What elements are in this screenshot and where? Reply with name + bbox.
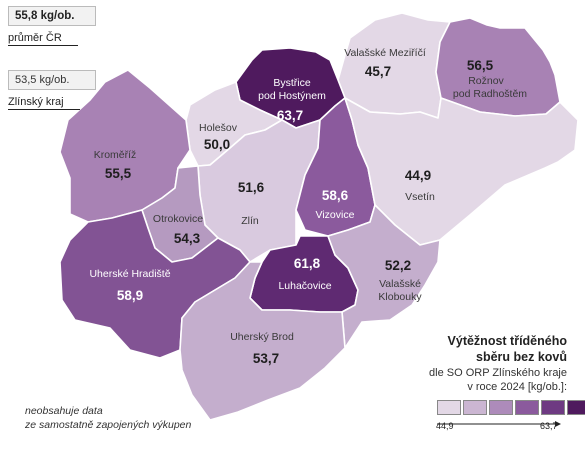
value-roznov: 56,5	[467, 58, 494, 73]
scale-swatch-5	[541, 400, 565, 415]
value-uherske-hradiste: 58,9	[117, 288, 143, 303]
data-note: neobsahuje data ze samostatně zapojených…	[25, 404, 191, 432]
map-title: Výtěžnost tříděného sběru bez kovů	[448, 333, 567, 365]
value-luhacovice: 61,8	[294, 256, 321, 271]
value-uhersky-brod: 53,7	[253, 351, 279, 366]
value-valasske-mezirici: 45,7	[365, 64, 391, 79]
legend-cr-average: 55,8 kg/ob. průměr ČR	[8, 6, 96, 46]
scale-swatch-2	[463, 400, 487, 415]
cr-average-label: průměr ČR	[8, 32, 78, 46]
region-roznov[interactable]	[435, 17, 561, 117]
label-roznov-2: pod Radhoštěm	[453, 88, 527, 100]
map-title-line-2: sběru bez kovů	[476, 350, 567, 364]
note-line-2: ze samostatně zapojených výkupen	[25, 419, 192, 431]
note-line-1: neobsahuje data	[25, 405, 103, 417]
map-subtitle: dle SO ORP Zlínského kraje v roce 2024 […	[429, 366, 567, 394]
legend-kraj-average: 53,5 kg/ob. Zlínský kraj	[8, 70, 96, 110]
label-roznov-1: Rožnov	[468, 75, 504, 87]
label-bystrice-2: pod Hostýnem	[258, 90, 326, 102]
scale-swatch-3	[489, 400, 513, 415]
value-bystrice: 63,7	[277, 108, 303, 123]
scale-min-label: 44,9	[436, 421, 454, 431]
label-vizovice: Vizovice	[316, 209, 355, 221]
region-valasske-klobouky[interactable]	[327, 204, 441, 349]
cr-average-value: 55,8 kg/ob.	[8, 6, 96, 26]
scale-swatch-4	[515, 400, 539, 415]
label-zlin: Zlín	[241, 215, 259, 227]
value-zlin: 51,6	[238, 180, 265, 195]
label-holesov: Holešov	[199, 122, 238, 134]
scale-swatch-1	[437, 400, 461, 415]
region-valasske-mezirici[interactable]	[337, 12, 451, 119]
label-uherske-hradiste: Uherské Hradiště	[89, 268, 170, 280]
label-bystrice-1: Bystřice	[273, 77, 311, 89]
color-scale-arrow	[437, 421, 561, 427]
map-subtitle-line-2: v roce 2024 [kg/ob.]:	[467, 381, 567, 393]
value-vizovice: 58,6	[322, 188, 349, 203]
value-holesov: 50,0	[204, 137, 230, 152]
label-valasske-mezirici: Valašské Meziříčí	[344, 47, 426, 59]
label-otrokovice: Otrokovice	[153, 213, 203, 225]
label-luhacovice: Luhačovice	[278, 280, 331, 292]
label-kromeriz: Kroměříž	[94, 149, 137, 161]
region-vsetin[interactable]	[344, 97, 579, 246]
value-valasske-klobouky: 52,2	[385, 258, 411, 273]
kraj-average-label: Zlínský kraj	[8, 96, 80, 110]
region-uhersky-brod[interactable]	[179, 261, 346, 421]
scale-max-label: 63,7	[540, 421, 558, 431]
color-scale	[437, 400, 585, 415]
map-title-line-1: Výtěžnost tříděného	[447, 334, 567, 348]
label-valasske-klobouky-1: Valašské	[379, 278, 421, 290]
value-otrokovice: 54,3	[174, 231, 201, 246]
value-vsetin: 44,9	[405, 168, 431, 183]
value-kromeriz: 55,5	[105, 166, 132, 181]
kraj-average-value: 53,5 kg/ob.	[8, 70, 96, 90]
scale-swatch-6	[567, 400, 585, 415]
map-subtitle-line-1: dle SO ORP Zlínského kraje	[429, 367, 567, 379]
label-valasske-klobouky-2: Klobouky	[378, 291, 422, 303]
label-uhersky-brod: Uherský Brod	[230, 331, 294, 343]
label-vsetin: Vsetín	[405, 191, 435, 203]
